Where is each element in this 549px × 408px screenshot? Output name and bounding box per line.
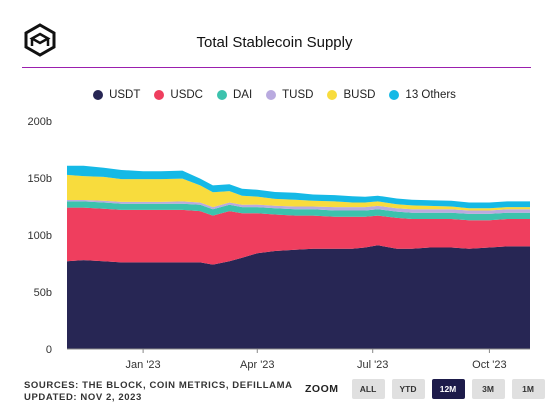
cube-logo-icon [24, 23, 56, 57]
y-tick-label: 100b [28, 230, 52, 242]
x-tick-label: Jan '23 [126, 359, 161, 371]
legend-label: USDC [170, 89, 203, 101]
area-series-usdt [67, 245, 530, 349]
sources-text: SOURCES: THE BLOCK, COIN METRICS, DEFILL… [24, 380, 293, 391]
y-tick-label: 0 [46, 344, 52, 356]
area-series-13-others [67, 165, 530, 209]
x-tick-label: Jul '23 [357, 359, 388, 371]
zoom-all-button[interactable]: ALL [351, 379, 385, 399]
chart-title: Total Stablecoin Supply [196, 34, 353, 51]
legend-swatch [154, 90, 165, 100]
zoom-ytd-button[interactable]: YTD [391, 379, 425, 399]
legend-swatch [216, 90, 227, 100]
zoom-controls: ZOOM ALL YTD 12M 3M 1M [305, 379, 545, 399]
x-tick-label: Apr '23 [240, 359, 275, 371]
legend-swatch [389, 90, 400, 100]
legend-swatch [93, 90, 104, 100]
legend-item-usdc[interactable]: USDC [154, 89, 203, 101]
legend-label: 13 Others [405, 89, 456, 101]
legend-item-busd[interactable]: BUSD [327, 89, 375, 101]
zoom-1m-button[interactable]: 1M [511, 379, 545, 399]
chart-legend: USDT USDC DAI TUSD BUSD 13 Others [0, 89, 549, 101]
legend-label: BUSD [343, 89, 376, 101]
legend-item-tusd[interactable]: TUSD [266, 89, 313, 101]
updated-text: UPDATED: NOV 2, 2023 [24, 392, 142, 403]
area-series-dai [67, 201, 530, 221]
legend-label: USDT [109, 89, 141, 101]
legend-item-others[interactable]: 13 Others [389, 89, 456, 101]
y-tick-label: 50b [34, 287, 52, 299]
sources-note: SOURCES: THE BLOCK, COIN METRICS, DEFILL… [24, 380, 293, 404]
area-series-usdc [67, 207, 530, 265]
area-series-busd [67, 174, 530, 211]
x-tick-label: Oct '23 [472, 359, 507, 371]
legend-label: TUSD [282, 89, 314, 101]
y-tick-label: 150b [28, 173, 52, 185]
legend-swatch [327, 90, 338, 100]
legend-swatch [266, 90, 277, 100]
zoom-12m-button[interactable]: 12M [431, 379, 465, 399]
legend-label: DAI [232, 89, 253, 101]
area-series-tusd [67, 200, 530, 214]
legend-item-usdt[interactable]: USDT [93, 89, 140, 101]
legend-item-dai[interactable]: DAI [216, 89, 253, 101]
y-tick-label: 200b [28, 116, 52, 128]
title-divider [22, 67, 531, 68]
zoom-3m-button[interactable]: 3M [471, 379, 505, 399]
zoom-label: ZOOM [305, 383, 339, 395]
